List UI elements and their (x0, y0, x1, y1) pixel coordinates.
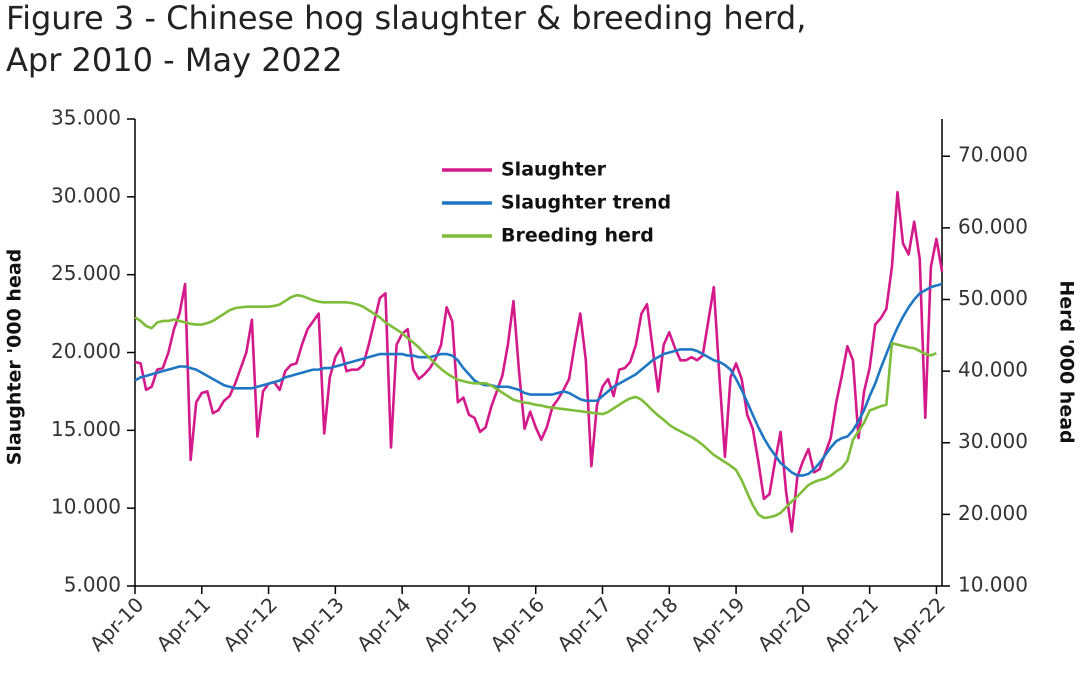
y2-tick-label: 10.000 (958, 573, 1028, 597)
x-tick-label: Apr-15 (419, 592, 483, 656)
x-tick-label: Apr-22 (886, 592, 950, 656)
x-tick-label: Apr-17 (552, 592, 616, 656)
y-tick-label: 35.000 (51, 106, 121, 130)
y2-tick-label: 20.000 (958, 501, 1028, 525)
x-tick-label: Apr-11 (152, 592, 216, 656)
y-tick-label: 25.000 (51, 261, 121, 285)
y-tick-label: 20.000 (51, 339, 121, 363)
y2-tick-label: 30.000 (958, 429, 1028, 453)
x-tick-label: Apr-10 (85, 592, 149, 656)
series-line (134, 293, 937, 520)
x-tick-label: Apr-20 (753, 592, 817, 656)
y2-tick-label: 40.000 (958, 358, 1028, 382)
y2-axis-title: Herd '000 head (1056, 280, 1078, 443)
x-tick-label: Apr-14 (352, 592, 416, 656)
y-tick-label: 5.000 (64, 573, 121, 597)
series-line (134, 282, 943, 477)
legend-label: Slaughter trend (501, 192, 671, 214)
legend-label: Breeding herd (501, 225, 654, 247)
chart-title: Figure 3 - Chinese hog slaughter & breed… (6, 0, 806, 37)
y-tick-label: 15.000 (51, 417, 121, 441)
x-tick-label: Apr-16 (486, 592, 550, 656)
x-tick-label: Apr-19 (686, 592, 750, 656)
y-tick-label: 10.000 (51, 495, 121, 519)
x-tick-label: Apr-12 (218, 592, 282, 656)
y2-tick-label: 70.000 (958, 143, 1028, 167)
y-axis-title: Slaughter '000 head (4, 249, 26, 466)
x-tick-label: Apr-13 (285, 592, 349, 656)
y2-tick-label: 60.000 (958, 214, 1028, 238)
y-tick-label: 30.000 (51, 183, 121, 207)
x-tick-label: Apr-21 (819, 592, 883, 656)
legend-label: Slaughter (501, 159, 607, 181)
y2-tick-label: 50.000 (958, 286, 1028, 310)
chart-title: Apr 2010 - May 2022 (6, 41, 343, 79)
x-tick-label: Apr-18 (619, 592, 683, 656)
